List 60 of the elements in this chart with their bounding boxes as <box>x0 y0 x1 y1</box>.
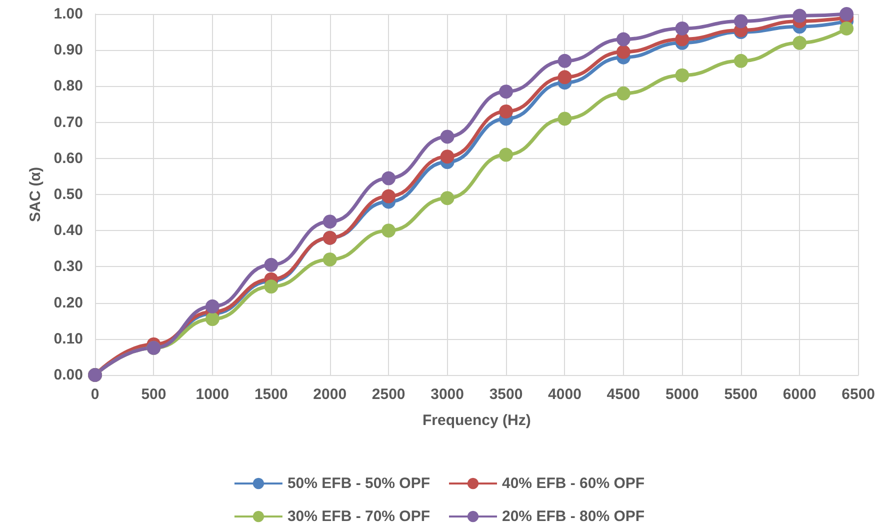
point <box>205 299 220 314</box>
point <box>264 280 278 294</box>
y-tick-label: 0.10 <box>54 330 83 348</box>
point <box>734 14 748 28</box>
legend-label: 30% EFB - 70% OPF <box>287 508 430 525</box>
y-tick-label: 0.60 <box>54 150 83 167</box>
y-tick-label: 0.80 <box>54 78 83 95</box>
x-tick-label: 6000 <box>782 386 816 403</box>
x-tick-label: 3000 <box>430 386 464 403</box>
y-axis-title: SAC (α) <box>26 166 44 222</box>
point <box>558 112 572 126</box>
legend-label: 40% EFB - 60% OPF <box>502 475 645 492</box>
point <box>558 54 572 68</box>
point <box>675 68 690 82</box>
x-tick-label: 2500 <box>372 386 406 403</box>
x-tick-label: 1500 <box>254 386 288 403</box>
legend-label: 20% EFB - 80% OPF <box>502 508 645 525</box>
point <box>382 224 396 238</box>
point <box>205 312 220 326</box>
point <box>734 54 748 68</box>
point <box>440 191 454 206</box>
x-tick-label: 4000 <box>548 386 582 403</box>
y-tick-label: 1.00 <box>54 6 83 22</box>
x-tick-label: 5000 <box>665 386 699 403</box>
point <box>440 130 454 144</box>
point <box>675 21 690 36</box>
point <box>499 104 514 118</box>
point <box>382 189 396 204</box>
point <box>264 258 278 272</box>
point <box>792 8 807 23</box>
x-tick-label: 0 <box>90 386 100 403</box>
point <box>322 252 337 266</box>
point <box>616 44 630 59</box>
x-tick-label: 6500 <box>842 386 876 403</box>
y-tick-label: 0.50 <box>54 186 83 203</box>
point <box>616 86 630 100</box>
x-axis-title: Frequency (Hz) <box>422 412 531 429</box>
point <box>840 7 854 21</box>
point <box>499 84 514 99</box>
point <box>558 70 572 84</box>
legend-label: 50% EFB - 50% OPF <box>287 475 430 492</box>
x-tick-label: 2000 <box>313 386 347 403</box>
x-tick-label: 3500 <box>489 386 523 403</box>
y-tick-label: 0.20 <box>54 294 83 312</box>
y-tick-label: 0.70 <box>54 114 83 131</box>
x-tick-label: 4500 <box>606 386 640 403</box>
x-tick-label: 500 <box>141 386 166 403</box>
y-tick-label: 0.40 <box>54 222 83 240</box>
y-tick-label: 0.30 <box>54 258 83 276</box>
point <box>322 214 337 229</box>
point <box>499 148 514 162</box>
point <box>382 171 396 186</box>
point <box>440 150 454 164</box>
x-tick-label: 1000 <box>196 386 230 403</box>
point <box>792 36 807 50</box>
x-tick-label: 5500 <box>724 386 758 403</box>
y-tick-label: 0.00 <box>54 366 83 384</box>
point <box>616 32 630 46</box>
y-tick-label: 0.90 <box>54 42 83 59</box>
point <box>840 21 854 36</box>
